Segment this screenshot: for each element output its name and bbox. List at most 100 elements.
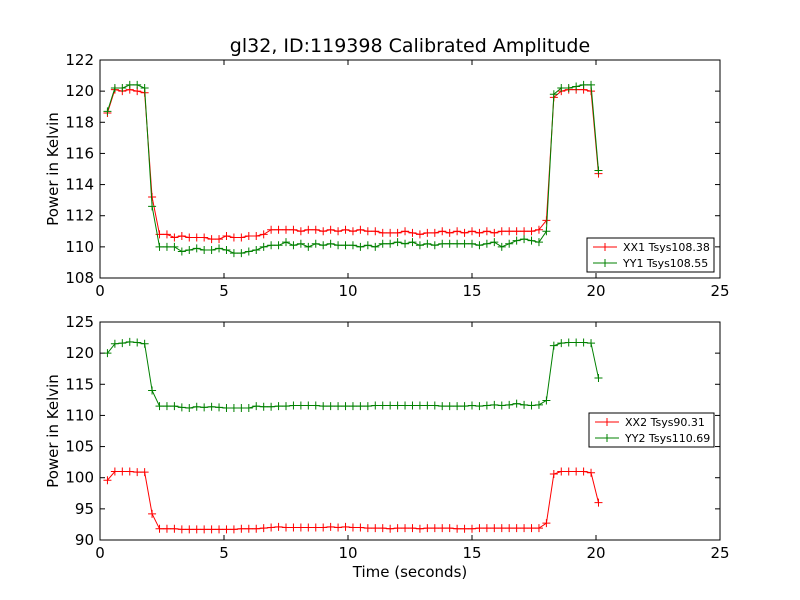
- data-point-marker: [549, 90, 558, 99]
- data-point-marker: [542, 396, 551, 405]
- data-point-marker: [110, 339, 119, 348]
- legend-swatch-marker: [601, 243, 609, 251]
- data-point-marker: [579, 80, 588, 89]
- data-point-marker: [505, 227, 514, 236]
- y-tick-label: 118: [65, 113, 94, 131]
- data-point-marker: [319, 523, 328, 532]
- data-point-marker: [557, 339, 566, 348]
- data-point-marker: [170, 524, 179, 533]
- data-point-marker: [549, 341, 558, 350]
- data-point-marker: [497, 401, 506, 410]
- data-point-marker: [110, 84, 119, 93]
- data-point-marker: [438, 402, 447, 411]
- data-point-marker: [572, 467, 581, 476]
- data-point-marker: [296, 227, 305, 236]
- data-point-marker: [170, 233, 179, 242]
- data-point-marker: [378, 228, 387, 237]
- y-axis-label: Power in Kelvin: [44, 374, 62, 488]
- data-point-marker: [222, 245, 231, 254]
- data-point-marker: [579, 338, 588, 347]
- data-point-marker: [155, 242, 164, 251]
- data-point-marker: [259, 242, 268, 251]
- data-point-marker: [185, 525, 194, 534]
- data-point-marker: [490, 524, 499, 533]
- data-point-marker: [534, 225, 543, 234]
- data-point-marker: [468, 524, 476, 533]
- data-point-marker: [386, 401, 395, 410]
- data-point-marker: [289, 523, 298, 532]
- data-point-marker: [401, 401, 410, 410]
- data-point-marker: [341, 522, 350, 531]
- data-point-marker: [579, 467, 588, 476]
- data-point-marker: [185, 233, 194, 242]
- data-point-marker: [415, 230, 424, 239]
- data-point-marker: [460, 402, 469, 411]
- data-point-marker: [311, 239, 320, 248]
- data-point-marker: [103, 476, 112, 485]
- data-point-marker: [296, 523, 305, 532]
- data-point-marker: [453, 402, 462, 411]
- data-point-marker: [520, 227, 529, 236]
- data-point-marker: [185, 403, 194, 412]
- data-point-marker: [453, 524, 462, 533]
- data-point-marker: [378, 524, 387, 533]
- legend-entry-label: XX1 Tsys108.38: [623, 241, 710, 254]
- y-tick-label: 90: [75, 531, 94, 549]
- x-tick-label: 25: [710, 544, 729, 562]
- data-point-marker: [460, 524, 469, 533]
- data-point-marker: [229, 249, 238, 258]
- data-point-marker: [334, 227, 343, 236]
- data-point-marker: [162, 242, 171, 251]
- data-point-marker: [326, 225, 335, 234]
- data-point-marker: [222, 525, 231, 534]
- data-point-marker: [244, 231, 253, 240]
- y-tick-label: 112: [65, 207, 94, 225]
- data-point-marker: [408, 524, 417, 533]
- data-point-marker: [118, 84, 127, 93]
- legend-box: [588, 412, 715, 448]
- data-point-marker: [162, 402, 171, 411]
- data-point-marker: [133, 80, 142, 89]
- data-point-marker: [527, 227, 536, 236]
- data-point-marker: [267, 241, 276, 250]
- data-point-marker: [177, 525, 186, 534]
- data-point-marker: [215, 403, 224, 412]
- data-point-marker: [162, 230, 171, 239]
- data-point-marker: [363, 241, 372, 250]
- data-point-marker: [572, 338, 581, 347]
- data-point-marker: [527, 236, 536, 245]
- y-tick-label: 120: [65, 344, 94, 362]
- data-point-marker: [222, 231, 231, 240]
- data-point-marker: [304, 523, 313, 532]
- data-point-marker: [408, 401, 417, 410]
- data-point-marker: [170, 402, 179, 411]
- data-point-marker: [430, 524, 439, 533]
- data-point-marker: [289, 241, 298, 250]
- y-axis-label: Power in Kelvin: [44, 112, 62, 226]
- data-point-marker: [438, 227, 447, 236]
- data-point-marker: [542, 519, 551, 528]
- data-point-marker: [229, 233, 238, 242]
- data-point-marker: [527, 524, 536, 533]
- data-point-marker: [356, 225, 365, 234]
- data-point-marker: [311, 225, 320, 234]
- data-point-marker: [311, 401, 320, 410]
- data-point-marker: [363, 524, 372, 533]
- data-point-marker: [430, 401, 439, 410]
- data-point-marker: [490, 238, 499, 247]
- data-point-marker: [468, 239, 476, 248]
- data-point-marker: [438, 524, 447, 533]
- x-tick-label: 10: [338, 282, 357, 300]
- y-tick-label: 110: [65, 406, 94, 424]
- data-point-marker: [282, 225, 290, 234]
- data-point-marker: [475, 241, 484, 250]
- data-point-marker: [289, 225, 298, 234]
- data-point-marker: [304, 225, 313, 234]
- data-point-marker: [215, 244, 224, 253]
- data-point-marker: [133, 468, 142, 477]
- data-point-marker: [237, 233, 246, 242]
- data-point-marker: [512, 236, 521, 245]
- data-point-marker: [482, 524, 491, 533]
- data-point-marker: [475, 228, 484, 237]
- legend-swatch-marker: [601, 259, 609, 267]
